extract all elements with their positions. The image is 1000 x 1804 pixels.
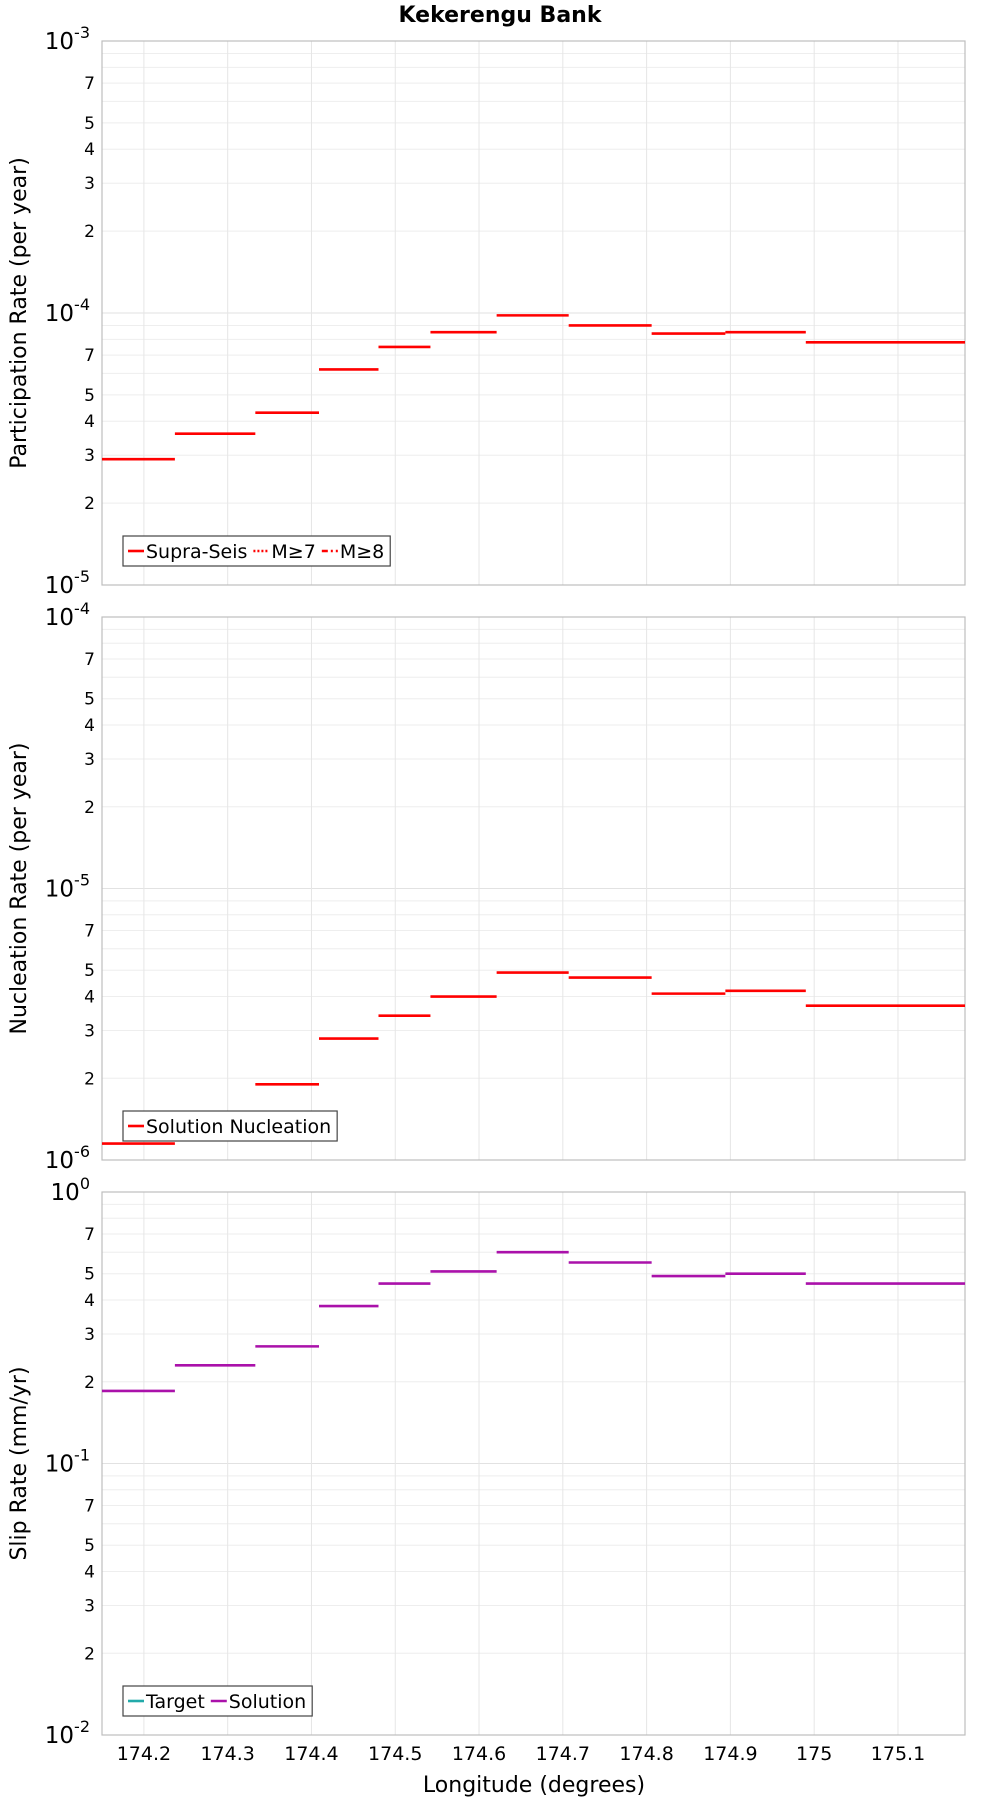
x-tick-label: 174.4 <box>284 1743 338 1765</box>
legend-entry-label: Target <box>145 1691 205 1713</box>
y-minor-tick-label: 2 <box>84 494 95 514</box>
y-minor-tick-label: 5 <box>84 1536 95 1556</box>
y-minor-tick-label: 5 <box>84 961 95 981</box>
x-grid <box>143 1192 899 1735</box>
x-tick-label: 175 <box>796 1743 832 1765</box>
x-tick-label: 174.5 <box>368 1743 422 1765</box>
x-tick-label: 174.7 <box>536 1743 590 1765</box>
y-minor-tick-label: 7 <box>84 650 95 670</box>
plot-frame <box>101 1191 966 1736</box>
panel-3: 10-2 10-1 100 2 3 4 5 7 2 3 4 5 7 Slip Rate (mm/yr) Ta… <box>7 1174 966 1749</box>
legend-box <box>122 1110 338 1142</box>
y-minor-tick-label: 2 <box>84 222 95 242</box>
series-solution <box>102 1250 965 1393</box>
y-grid <box>102 52 965 504</box>
legend-box <box>122 535 391 567</box>
x-tick-label: 174.3 <box>200 1743 254 1765</box>
y-minor-tick-label: 4 <box>84 1291 95 1311</box>
series-solution-nucleation <box>102 971 965 1145</box>
y-minor-tick-label: 2 <box>84 1644 95 1664</box>
y-minor-tick-label: 3 <box>84 1021 95 1041</box>
y-decade-label: 10-3 <box>45 23 90 55</box>
legend-entry-label: Solution Nucleation <box>146 1116 331 1138</box>
y-minor-tick-label: 3 <box>84 174 95 194</box>
legend-box <box>122 1685 313 1717</box>
x-tick-label: 175.1 <box>871 1743 925 1765</box>
legend: Target Solution <box>122 1685 313 1717</box>
x-tick-label: 174.2 <box>117 1743 171 1765</box>
y-minor-tick-label: 5 <box>84 386 95 406</box>
y-minor-tick-label: 2 <box>84 798 95 818</box>
y-minor-tick-label: 5 <box>84 114 95 134</box>
panel-1: 10-5 10-4 10-3 2 3 4 5 7 2 3 4 5 7 Participation Rate… <box>7 23 966 599</box>
y-decade-label: 10-2 <box>45 1717 90 1749</box>
y-grid <box>102 628 965 1079</box>
x-tick-label: 174.8 <box>619 1743 673 1765</box>
chart-title: Kekerengu Bank <box>399 3 603 28</box>
legend-entry-label: M≥8 <box>340 541 384 563</box>
y-axis-label: Nucleation Rate (per year) <box>7 743 32 1035</box>
y-axis-label: Participation Rate (per year) <box>7 157 32 469</box>
x-grid <box>143 41 899 585</box>
y-minor-tick-label: 3 <box>84 1596 95 1616</box>
series-supra-seis <box>102 314 965 461</box>
y-minor-tick-label: 3 <box>84 446 95 466</box>
x-tick-label: 174.6 <box>452 1743 506 1765</box>
y-minor-tick-label: 7 <box>84 74 95 94</box>
y-minor-tick-label: 7 <box>84 346 95 366</box>
legend-entry-label: M≥7 <box>271 541 315 563</box>
y-minor-tick-label: 2 <box>84 1069 95 1089</box>
y-minor-tick-label: 4 <box>84 412 95 432</box>
y-decade-label: 10-5 <box>45 567 90 599</box>
y-minor-tick-label: 4 <box>84 988 95 1008</box>
y-minor-tick-label: 4 <box>84 716 95 736</box>
x-tick-labels: 174.2 174.3 174.4 174.5 174.6 174.7 174.8 174.9… <box>117 1743 925 1765</box>
y-axis-label: Slip Rate (mm/yr) <box>7 1366 32 1560</box>
legend: Supra-Seis M≥7 M≥8 <box>122 535 391 567</box>
plot-frame <box>101 40 966 586</box>
y-decade-label: 100 <box>51 1174 90 1206</box>
legend-entry-label: Solution <box>229 1691 306 1713</box>
y-minor-tick-label: 3 <box>84 750 95 770</box>
legend: Solution Nucleation <box>122 1110 338 1142</box>
y-minor-tick-label: 7 <box>84 1497 95 1517</box>
x-axis-label: Longitude (degrees) <box>423 1773 645 1798</box>
y-grid <box>102 1203 965 1654</box>
y-minor-tick-label: 3 <box>84 1325 95 1345</box>
y-decade-label: 10-1 <box>45 1446 90 1478</box>
x-grid <box>143 617 899 1160</box>
y-decade-label: 10-4 <box>45 295 90 327</box>
y-minor-tick-label: 7 <box>84 922 95 942</box>
y-decade-label: 10-4 <box>45 599 90 631</box>
y-minor-tick-label: 4 <box>84 1563 95 1583</box>
y-decade-label: 10-5 <box>45 871 90 903</box>
y-minor-tick-label: 2 <box>84 1373 95 1393</box>
plot-frame <box>101 616 966 1161</box>
y-minor-tick-label: 4 <box>84 140 95 160</box>
panel-2: 10-6 10-5 10-4 2 3 4 5 7 2 3 4 5 7 Nucleation Rate (p… <box>7 599 966 1174</box>
legend-entry-label: Supra-Seis <box>146 541 247 563</box>
y-decade-label: 10-6 <box>45 1142 90 1174</box>
x-tick-label: 174.9 <box>703 1743 757 1765</box>
y-minor-tick-label: 5 <box>84 690 95 710</box>
y-minor-tick-label: 7 <box>84 1225 95 1245</box>
y-minor-tick-label: 5 <box>84 1265 95 1285</box>
